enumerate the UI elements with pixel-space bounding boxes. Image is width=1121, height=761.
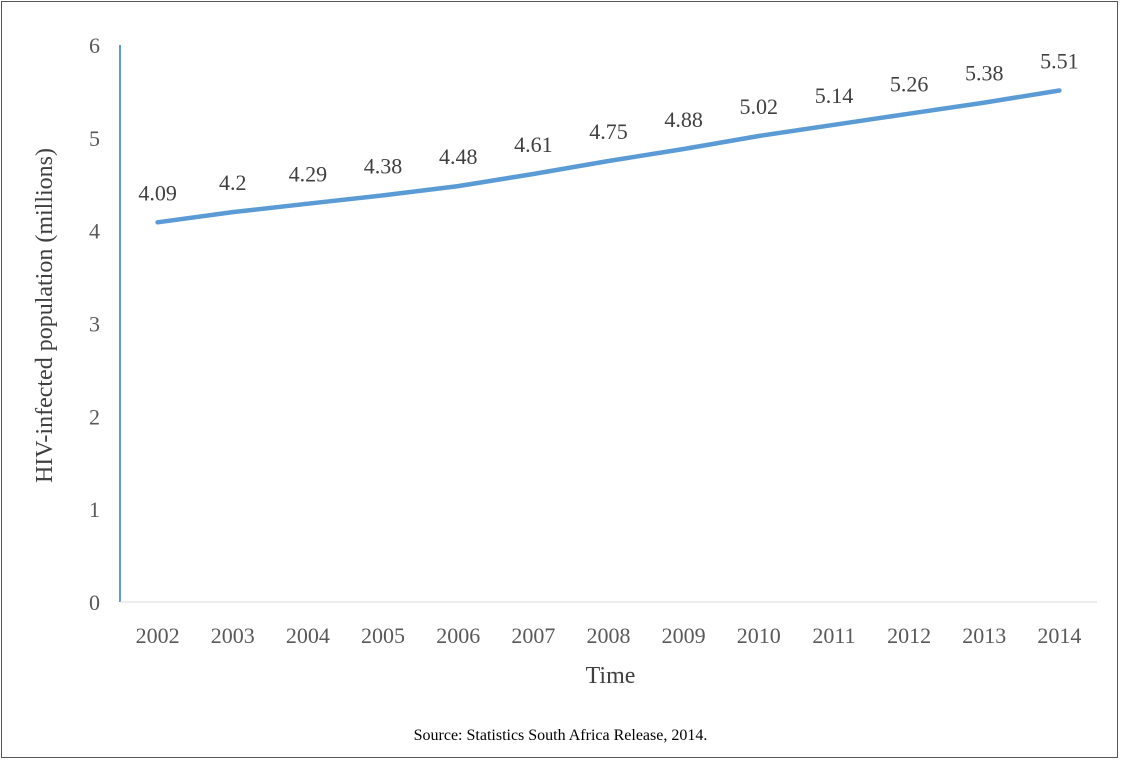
data-label: 4.75 bbox=[589, 119, 628, 144]
data-label: 4.38 bbox=[364, 153, 403, 178]
x-tick-label: 2004 bbox=[286, 623, 330, 648]
series-line bbox=[158, 91, 1060, 223]
source-caption: Source: Statistics South Africa Release,… bbox=[0, 727, 1121, 745]
data-label: 4.88 bbox=[664, 107, 703, 132]
y-tick-label: 0 bbox=[89, 590, 100, 615]
x-tick-label: 2011 bbox=[812, 623, 855, 648]
data-label: 4.29 bbox=[289, 162, 328, 187]
line-chart: 0 1 2 3 4 5 6 2002 2003 2004 2005 2006 2007 2008 2009… bbox=[0, 0, 1121, 720]
x-tick-label: 2005 bbox=[361, 623, 405, 648]
data-label: 5.51 bbox=[1040, 48, 1079, 73]
y-tick-label: 1 bbox=[89, 497, 100, 522]
data-label: 4.61 bbox=[514, 132, 553, 157]
data-label: 5.14 bbox=[815, 83, 854, 108]
data-label: 5.02 bbox=[740, 94, 779, 119]
data-label: 5.38 bbox=[965, 61, 1004, 86]
x-axis-title: Time bbox=[586, 663, 636, 689]
y-tick-label: 2 bbox=[89, 404, 100, 429]
y-axis-title: HIV-infected population (millions) bbox=[32, 148, 58, 483]
x-tick-label: 2008 bbox=[587, 623, 631, 648]
x-tick-label: 2009 bbox=[662, 623, 706, 648]
x-tick-label: 2012 bbox=[887, 623, 931, 648]
y-tick-label: 3 bbox=[89, 312, 100, 337]
y-tick-label: 4 bbox=[89, 219, 100, 244]
y-tick-label: 5 bbox=[89, 126, 100, 151]
x-tick-label: 2006 bbox=[436, 623, 480, 648]
y-tick-label: 6 bbox=[89, 33, 100, 58]
x-tick-label: 2013 bbox=[962, 623, 1006, 648]
data-label: 4.48 bbox=[439, 144, 478, 169]
data-label: 5.26 bbox=[890, 72, 929, 97]
x-tick-label: 2014 bbox=[1037, 623, 1081, 648]
x-tick-label: 2010 bbox=[737, 623, 781, 648]
x-tick-label: 2003 bbox=[211, 623, 255, 648]
x-tick-label: 2007 bbox=[511, 623, 555, 648]
data-label: 4.09 bbox=[138, 180, 177, 205]
data-label: 4.2 bbox=[219, 170, 247, 195]
x-tick-label: 2002 bbox=[136, 623, 180, 648]
